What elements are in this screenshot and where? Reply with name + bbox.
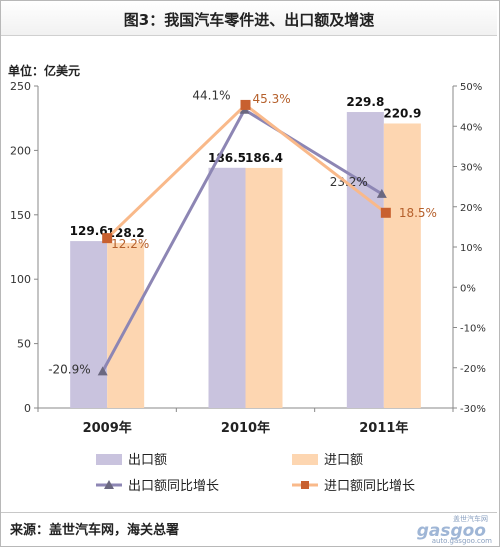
y-tick-label-right: 20% (460, 203, 482, 214)
y-tick-label-left: 100 (10, 273, 31, 286)
line-label-export: 44.1% (192, 89, 230, 103)
bar-import (107, 242, 145, 408)
y-tick-label-right: 40% (460, 122, 482, 133)
marker-export-growth (97, 366, 108, 376)
x-tick-label: 2009年 (83, 420, 132, 436)
x-tick-label: 2010年 (221, 420, 270, 436)
title-band: 图3：我国汽车零件进、出口额及增速 (1, 1, 497, 36)
bar-export (346, 112, 384, 408)
watermark-cn: 盖世汽车网 (453, 515, 488, 523)
x-tick-label: 2011年 (359, 420, 408, 436)
bar-label-import: 220.9 (383, 106, 421, 120)
gasgoo-watermark: 盖世汽车网 gasgoo auto.gasgoo.com (404, 514, 492, 545)
bar-import (245, 167, 283, 408)
bar-import (383, 123, 421, 408)
line-label-export: 23.2% (330, 175, 368, 189)
bar-label-export: 129.6 (70, 224, 108, 238)
bar-export (70, 241, 108, 408)
footer-divider (1, 512, 497, 513)
legend-export-growth-marker (104, 480, 114, 489)
marker-import-growth (102, 233, 113, 244)
marker-import-growth (380, 207, 391, 218)
legend-import-growth-marker (301, 481, 309, 489)
y-tick-label-right: -20% (460, 364, 486, 375)
legend-import-growth-label: 进口额同比增长 (324, 479, 415, 494)
legend-export-growth-label: 出口额同比增长 (128, 479, 219, 494)
legend-export-swatch (96, 454, 122, 465)
legend-import-label: 进口额 (324, 453, 363, 468)
watermark-url: auto.gasgoo.com (431, 537, 492, 545)
y-tick-label-left: 250 (10, 80, 31, 93)
y-tick-label-left: 150 (10, 209, 31, 222)
y-tick-label-right: 50% (460, 82, 482, 93)
marker-import-growth (240, 99, 251, 110)
bar-label-export: 229.8 (346, 95, 384, 109)
line-label-export: -20.9% (48, 362, 90, 376)
chart-title: 图3：我国汽车零件进、出口额及增速 (123, 11, 375, 29)
source-note: 来源：盖世汽车网，海关总署 (10, 523, 180, 538)
marker-export-growth (376, 188, 387, 198)
legend-export-label: 出口额 (128, 453, 167, 468)
watermark-logo: gasgoo (416, 521, 486, 541)
y-tick-label-right: -10% (460, 324, 486, 335)
y-tick-label-right: -30% (460, 404, 486, 415)
y-tick-label-right: 0% (460, 283, 476, 294)
legend-import-swatch (292, 454, 318, 465)
bar-label-export: 186.5 (208, 151, 246, 165)
bar-label-import: 186.4 (245, 151, 283, 165)
y-tick-label-left: 0 (24, 402, 31, 415)
bar-export (208, 167, 246, 408)
y-tick-label-left: 50 (17, 338, 31, 351)
y-tick-label-left: 200 (10, 144, 31, 157)
y-tick-label-right: 10% (460, 243, 482, 254)
line-label-import: 12.2% (111, 237, 149, 251)
line-label-import: 45.3% (253, 92, 291, 106)
unit-label: 单位：亿美元 (8, 63, 80, 78)
line-label-import: 18.5% (399, 206, 437, 220)
y-tick-label-right: 30% (460, 163, 482, 174)
